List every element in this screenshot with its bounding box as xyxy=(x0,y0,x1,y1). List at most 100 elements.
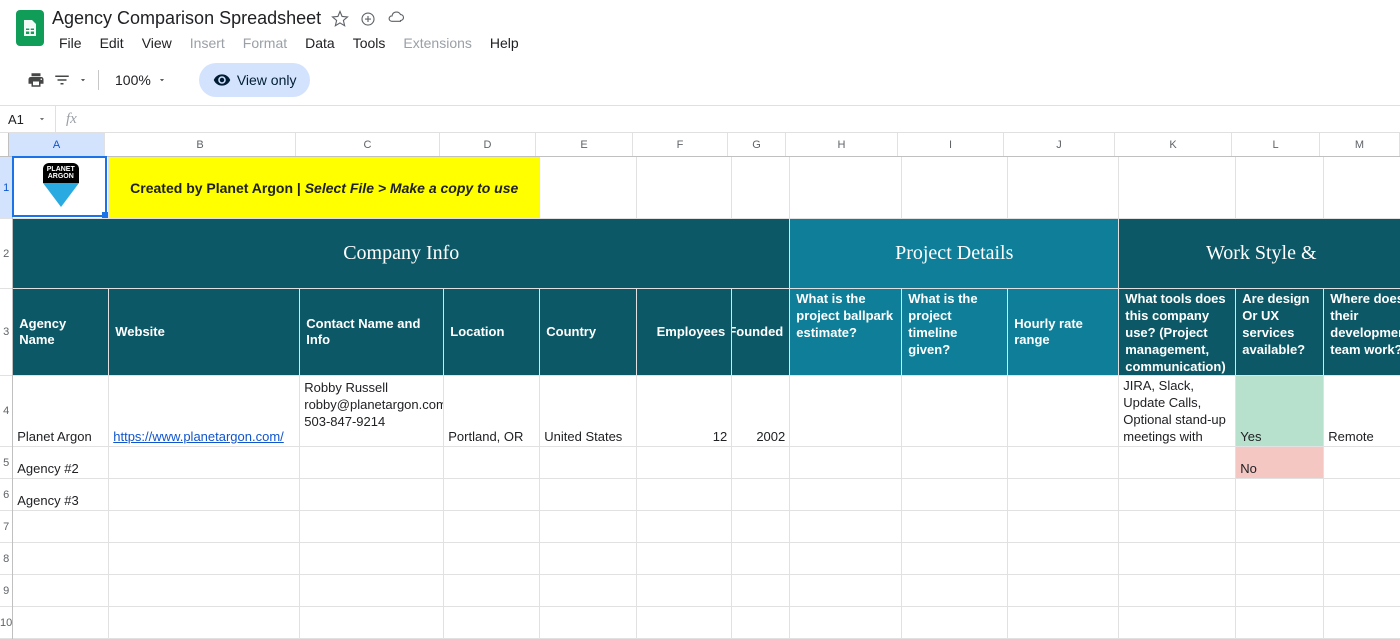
empty-cell[interactable] xyxy=(13,543,109,574)
empty-cell[interactable] xyxy=(1236,607,1324,638)
cell-L1[interactable] xyxy=(1236,157,1324,218)
empty-cell[interactable] xyxy=(1236,511,1324,542)
cell-F1[interactable] xyxy=(637,157,732,218)
empty-cell[interactable] xyxy=(300,511,444,542)
empty-cell[interactable] xyxy=(444,543,540,574)
column-header-I[interactable]: I xyxy=(898,133,1004,156)
empty-cell[interactable] xyxy=(1008,511,1119,542)
empty-cell[interactable] xyxy=(109,543,300,574)
empty-cell[interactable] xyxy=(1008,543,1119,574)
menu-file[interactable]: File xyxy=(52,31,89,55)
filter-icon[interactable] xyxy=(52,70,72,90)
empty-cell[interactable] xyxy=(444,607,540,638)
empty-cell[interactable] xyxy=(637,575,732,606)
column-header-G[interactable]: G xyxy=(728,133,786,156)
empty-cell[interactable] xyxy=(1324,607,1400,638)
empty-cell[interactable] xyxy=(637,543,732,574)
cell-H1[interactable] xyxy=(790,157,902,218)
cell-website[interactable] xyxy=(109,479,300,510)
column-header-C[interactable]: C xyxy=(296,133,440,156)
empty-cell[interactable] xyxy=(13,511,109,542)
cell-wherework[interactable]: Remote xyxy=(1324,376,1400,446)
empty-cell[interactable] xyxy=(790,607,902,638)
empty-cell[interactable] xyxy=(790,575,902,606)
row-header-8[interactable]: 8 xyxy=(0,543,12,575)
section-company-info[interactable]: Company Info xyxy=(13,219,790,288)
cell-ux[interactable]: Yes xyxy=(1236,376,1324,446)
cell-agency[interactable]: Agency #2 xyxy=(13,447,109,478)
menu-format[interactable]: Format xyxy=(236,31,294,55)
cell-country[interactable] xyxy=(540,447,637,478)
menu-extensions[interactable]: Extensions xyxy=(396,31,478,55)
empty-cell[interactable] xyxy=(109,575,300,606)
empty-cell[interactable] xyxy=(732,575,790,606)
empty-cell[interactable] xyxy=(1324,511,1400,542)
empty-cell[interactable] xyxy=(902,607,1008,638)
hdr-where-work[interactable]: Where does their development team work? xyxy=(1324,289,1400,375)
hdr-founded[interactable]: Founded xyxy=(732,289,790,375)
menu-tools[interactable]: Tools xyxy=(346,31,393,55)
empty-cell[interactable] xyxy=(444,511,540,542)
chevron-down-icon[interactable] xyxy=(78,70,88,90)
row-header-7[interactable]: 7 xyxy=(0,511,12,543)
empty-cell[interactable] xyxy=(1119,511,1236,542)
row-header-10[interactable]: 10 xyxy=(0,607,12,639)
cell-founded[interactable] xyxy=(732,447,790,478)
cell-hourly[interactable] xyxy=(1008,447,1119,478)
empty-cell[interactable] xyxy=(109,607,300,638)
hdr-employees[interactable]: Employees xyxy=(637,289,732,375)
column-header-E[interactable]: E xyxy=(536,133,633,156)
row-header-3[interactable]: 3 xyxy=(0,289,12,376)
cell-website[interactable] xyxy=(109,447,300,478)
hdr-tools[interactable]: What tools does this company use? (Proje… xyxy=(1119,289,1236,375)
empty-cell[interactable] xyxy=(540,543,637,574)
cell-K1[interactable] xyxy=(1119,157,1236,218)
menu-insert[interactable]: Insert xyxy=(183,31,232,55)
empty-cell[interactable] xyxy=(1119,575,1236,606)
row-header-5[interactable]: 5 xyxy=(0,447,12,479)
cells-area[interactable]: PLANETARGON Created by Planet Argon | Se… xyxy=(13,157,1400,639)
cell-country[interactable]: United States xyxy=(540,376,637,446)
empty-cell[interactable] xyxy=(732,543,790,574)
empty-cell[interactable] xyxy=(902,511,1008,542)
column-header-J[interactable]: J xyxy=(1004,133,1115,156)
cell-G1[interactable] xyxy=(732,157,790,218)
cell-hourly[interactable] xyxy=(1008,479,1119,510)
row-header-4[interactable]: 4 xyxy=(0,376,12,447)
zoom-dropdown[interactable]: 100% xyxy=(109,68,173,92)
column-header-K[interactable]: K xyxy=(1115,133,1232,156)
menu-data[interactable]: Data xyxy=(298,31,342,55)
cell-location[interactable]: Portland, OR xyxy=(444,376,540,446)
cell-agency[interactable]: Planet Argon xyxy=(13,376,109,446)
cell-ballpark[interactable] xyxy=(790,479,902,510)
cell-agency[interactable]: Agency #3 xyxy=(13,479,109,510)
hdr-country[interactable]: Country xyxy=(540,289,637,375)
cell-website[interactable]: https://www.planetargon.com/ xyxy=(109,376,300,446)
cell-timeline[interactable] xyxy=(902,447,1008,478)
move-icon[interactable] xyxy=(359,10,377,28)
cell-tools[interactable] xyxy=(1119,447,1236,478)
hdr-timeline[interactable]: What is the project timeline given? xyxy=(902,289,1008,375)
empty-cell[interactable] xyxy=(1236,543,1324,574)
column-header-A[interactable]: A xyxy=(9,133,105,156)
column-header-F[interactable]: F xyxy=(633,133,728,156)
empty-cell[interactable] xyxy=(540,511,637,542)
select-all-corner[interactable] xyxy=(0,133,9,156)
banner-cell[interactable]: Created by Planet Argon | Select File > … xyxy=(109,157,540,218)
hdr-contact[interactable]: Contact Name and Info xyxy=(300,289,444,375)
name-box[interactable]: A1 xyxy=(0,106,56,132)
cell-J1[interactable] xyxy=(1008,157,1119,218)
cell-contact[interactable] xyxy=(300,447,444,478)
row-header-6[interactable]: 6 xyxy=(0,479,12,511)
empty-cell[interactable] xyxy=(1119,607,1236,638)
hdr-ballpark[interactable]: What is the project ballpark estimate? xyxy=(790,289,902,375)
empty-cell[interactable] xyxy=(540,575,637,606)
empty-cell[interactable] xyxy=(1008,607,1119,638)
cell-location[interactable] xyxy=(444,479,540,510)
cell-founded[interactable]: 2002 xyxy=(732,376,790,446)
empty-cell[interactable] xyxy=(902,575,1008,606)
empty-cell[interactable] xyxy=(902,543,1008,574)
column-header-D[interactable]: D xyxy=(440,133,536,156)
cell-employees[interactable] xyxy=(637,479,732,510)
row-header-1[interactable]: 1 xyxy=(0,157,12,219)
